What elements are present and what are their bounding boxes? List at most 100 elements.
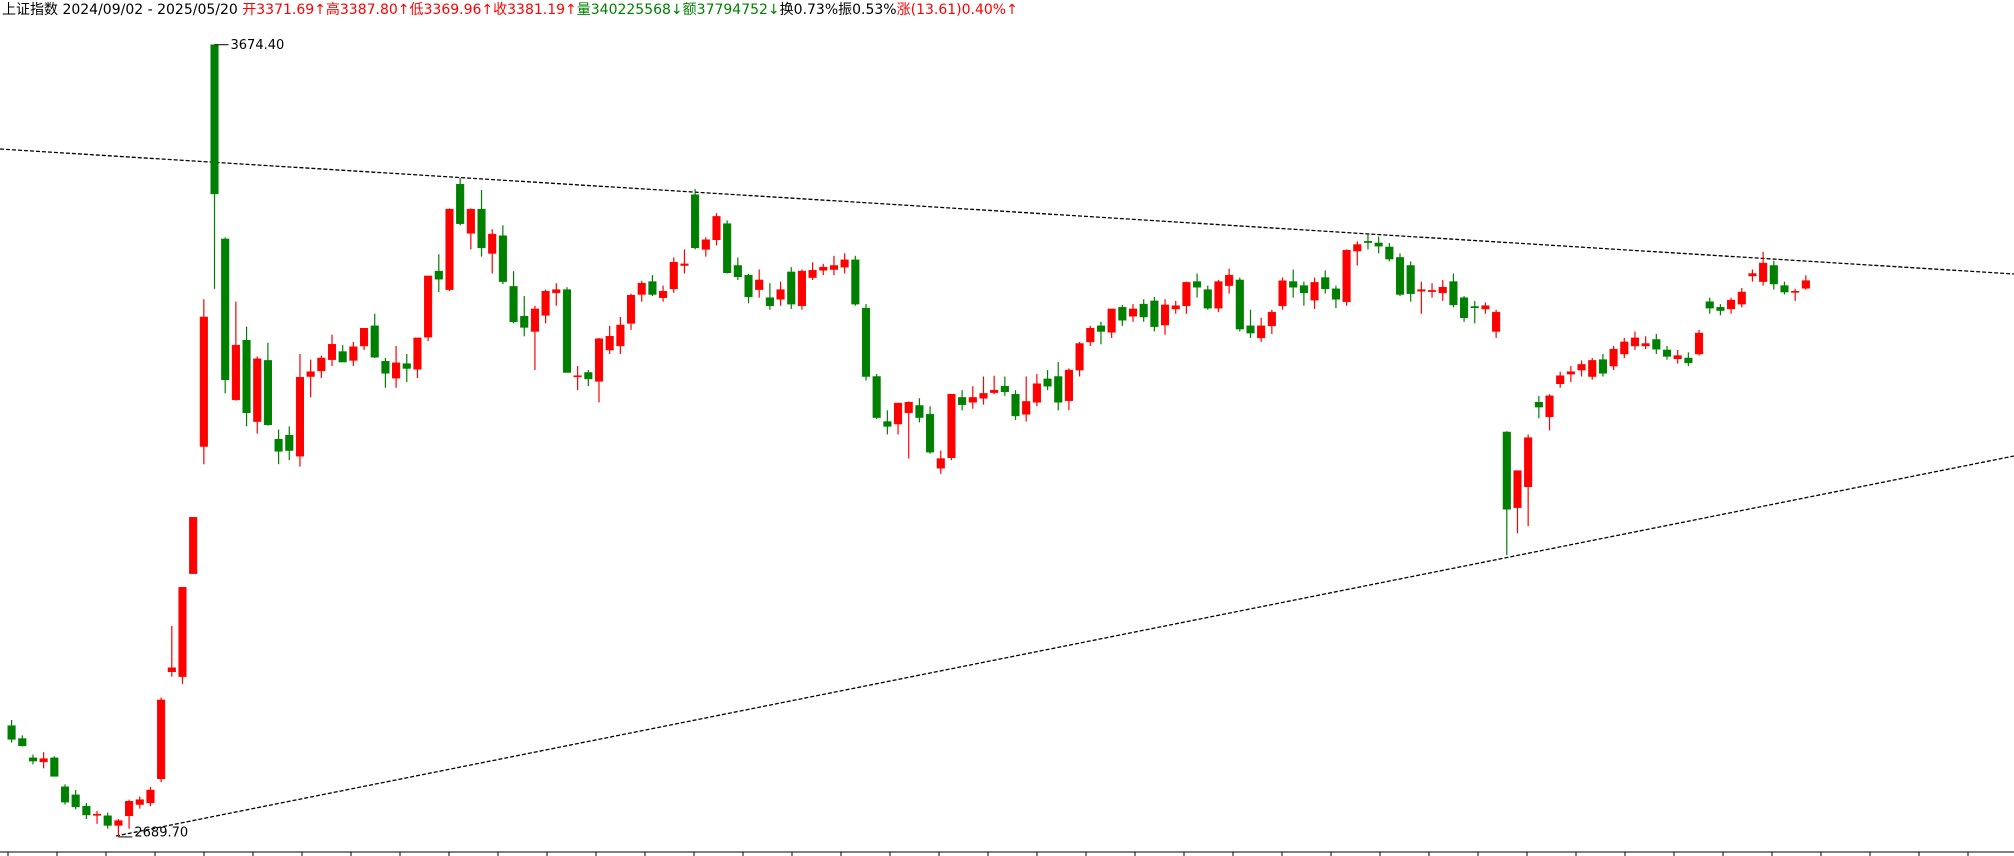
candle-body xyxy=(520,315,529,328)
candle-body xyxy=(1694,332,1704,355)
candle-body xyxy=(1107,308,1116,333)
candle-body xyxy=(819,266,828,271)
candle-body xyxy=(135,799,144,805)
candle-body xyxy=(1203,289,1212,309)
candle-body xyxy=(370,325,379,358)
candle-body xyxy=(893,402,903,425)
header-field: 高3387.80↑ xyxy=(325,2,410,18)
candle-body xyxy=(1449,281,1458,306)
candle-body xyxy=(1267,311,1276,327)
candle-body xyxy=(1032,383,1041,403)
candle-body xyxy=(872,376,881,418)
candle-body xyxy=(861,307,871,377)
candle-body xyxy=(1118,307,1127,321)
candle-body xyxy=(1417,289,1426,292)
candle-body xyxy=(1235,279,1244,330)
candle-body xyxy=(359,327,369,347)
candle-body xyxy=(1438,286,1447,294)
candle-body xyxy=(434,270,443,280)
candle-body xyxy=(1737,291,1746,305)
candle-body xyxy=(990,389,999,393)
candle-body xyxy=(562,289,572,373)
candle-body xyxy=(723,223,732,273)
candle-body xyxy=(413,337,422,370)
candle-body xyxy=(1331,288,1340,300)
candle-body xyxy=(1139,303,1148,318)
candle-body xyxy=(509,286,518,323)
candle-body xyxy=(1000,385,1009,393)
candle-body xyxy=(1673,355,1682,360)
candle-body xyxy=(765,297,774,306)
upper-trendline xyxy=(0,148,2014,275)
candle-body xyxy=(573,375,582,378)
header: 上证指数 2024/09/02 - 2025/05/20 开3371.69↑高3… xyxy=(2,1,1018,19)
candle-body xyxy=(1289,281,1298,288)
candle-body xyxy=(1588,360,1597,377)
candle-body xyxy=(242,340,251,413)
candle-body xyxy=(926,414,935,453)
candle-body xyxy=(349,346,358,361)
candle-body xyxy=(1075,343,1084,371)
candle-body xyxy=(1321,277,1330,290)
candle-body xyxy=(712,216,721,240)
candle-body xyxy=(1545,395,1554,417)
candle-body xyxy=(317,357,326,372)
candle-body xyxy=(1353,244,1362,252)
header-range: 2024/09/02 - 2025/05/20 xyxy=(62,2,238,18)
candle-body xyxy=(691,194,700,249)
header-field: 涨(13.61)0.40%↑ xyxy=(896,2,1018,18)
candle-body xyxy=(1310,282,1319,301)
candle-body xyxy=(1406,265,1415,294)
candle-body xyxy=(659,290,668,298)
candle-body xyxy=(424,275,433,338)
candle-body xyxy=(637,282,646,295)
candle-body xyxy=(1022,401,1031,415)
candle-body xyxy=(295,377,305,457)
candle-body xyxy=(1064,369,1073,401)
candle-body xyxy=(1299,285,1308,294)
candle-body xyxy=(1150,300,1159,327)
candle-body xyxy=(445,208,454,290)
candle-body xyxy=(1011,393,1020,417)
candle-body xyxy=(7,725,16,740)
candle-body xyxy=(1769,265,1778,285)
candle-body xyxy=(1171,305,1180,310)
candle-body xyxy=(1246,325,1255,334)
candle-body xyxy=(958,397,967,405)
header-field: 开3371.69↑ xyxy=(242,2,326,18)
candle-body xyxy=(979,393,988,399)
candle-body xyxy=(1705,301,1714,309)
candle-body xyxy=(626,295,636,324)
candle-body xyxy=(1630,337,1640,347)
candle-body xyxy=(541,290,550,316)
header-field: 额37794752↓ xyxy=(682,2,780,18)
candle-body xyxy=(1513,470,1522,508)
candle-body xyxy=(1791,290,1800,293)
candle-body xyxy=(466,208,475,234)
candle-body xyxy=(851,259,860,305)
candle-body xyxy=(178,587,187,677)
candle-body xyxy=(947,393,956,459)
candle-body xyxy=(1759,262,1768,282)
candle-body xyxy=(936,458,945,469)
candle-body xyxy=(1534,402,1543,408)
candle-body xyxy=(594,338,604,382)
candle-body xyxy=(157,699,166,780)
candle-body xyxy=(92,813,102,816)
header-field: 振0.53% xyxy=(838,2,897,18)
candle-body xyxy=(146,789,155,804)
candle-body xyxy=(338,351,347,363)
candle-body xyxy=(1096,325,1106,332)
candle-body xyxy=(1566,371,1575,375)
candle-body xyxy=(199,316,208,447)
candle-body xyxy=(1257,325,1266,339)
candle-body xyxy=(402,363,411,369)
candle-body xyxy=(253,358,262,422)
candle-body xyxy=(584,372,593,380)
candle-body xyxy=(733,265,742,278)
candle-body xyxy=(306,371,315,377)
header-title: 上证指数 xyxy=(2,2,58,18)
candle-body xyxy=(392,362,401,379)
candle-body xyxy=(28,757,38,762)
